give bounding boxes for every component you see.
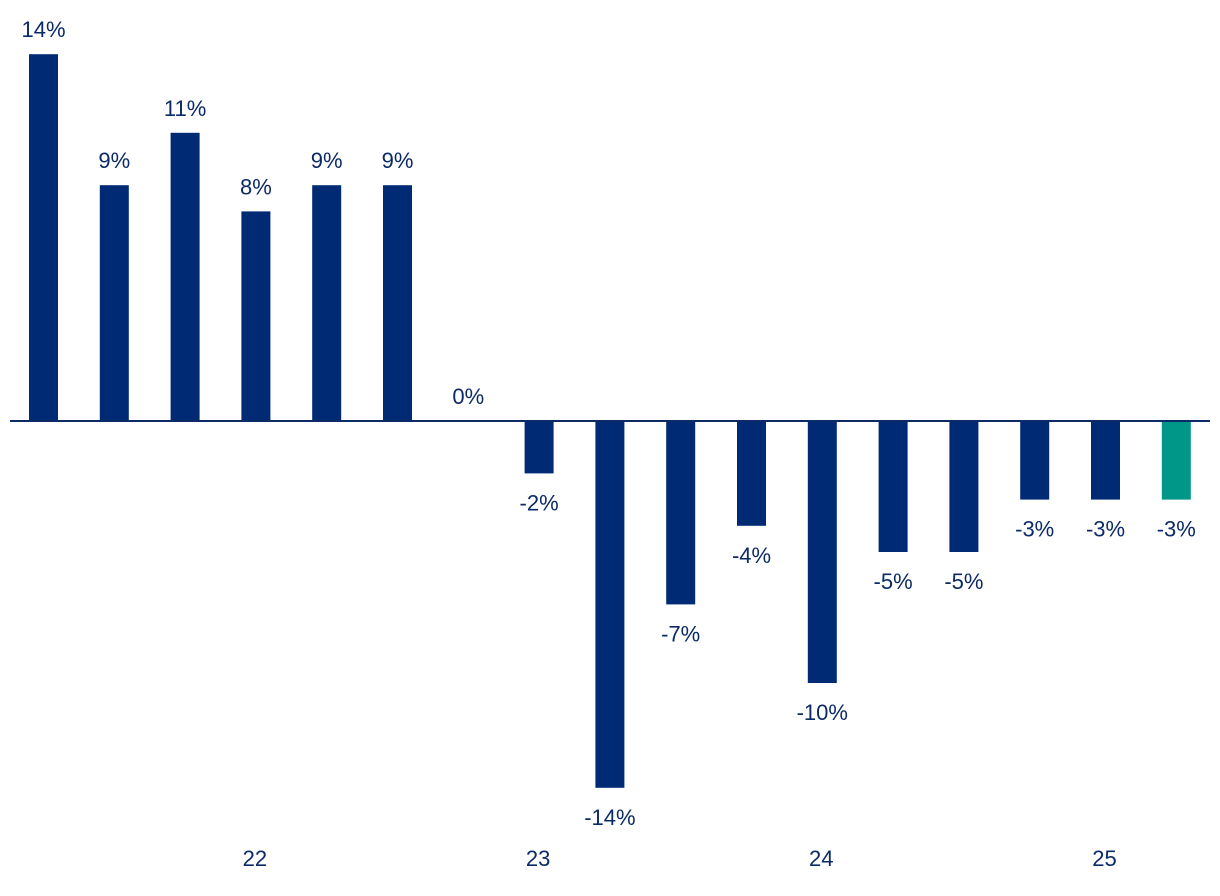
bar-12 xyxy=(878,421,908,552)
bar-9 xyxy=(666,421,696,605)
bar-3 xyxy=(241,211,271,421)
bar-10 xyxy=(737,421,766,526)
value-label-2: 11% xyxy=(164,96,206,121)
bar-2 xyxy=(170,132,200,422)
bar-15 xyxy=(1091,421,1120,500)
value-label-12: -5% xyxy=(874,569,913,594)
bar-5 xyxy=(383,185,412,421)
x-tick-label-25: 25 xyxy=(1092,846,1116,871)
value-label-5: 9% xyxy=(382,148,414,173)
value-label-7: -2% xyxy=(520,490,559,515)
value-label-0: 14% xyxy=(21,17,65,42)
value-label-10: -4% xyxy=(732,543,771,568)
value-label-6: 0% xyxy=(452,384,484,409)
value-label-9: -7% xyxy=(661,621,700,646)
x-tick-label-22: 22 xyxy=(243,846,267,871)
bar-11 xyxy=(807,421,837,683)
value-labels-group: 14% 9% 11% 8% 9% 9% 0% -2% -14% -7% -4% -10% -5% -5% -… xyxy=(21,17,1195,830)
value-label-16: -3% xyxy=(1157,517,1196,542)
value-label-1: 9% xyxy=(98,148,130,173)
x-tick-label-23: 23 xyxy=(526,846,550,871)
x-tick-labels-group: 22 23 24 25 xyxy=(243,846,1117,871)
value-label-8: -14% xyxy=(584,805,635,830)
value-label-14: -3% xyxy=(1015,517,1054,542)
x-tick-label-24: 24 xyxy=(809,846,833,871)
bar-14 xyxy=(1020,421,1050,500)
value-label-13: -5% xyxy=(944,569,983,594)
value-label-3: 8% xyxy=(240,174,272,199)
bar-13 xyxy=(949,421,979,552)
bar-16 xyxy=(1161,421,1191,500)
bar-1 xyxy=(99,185,129,421)
bar-0 xyxy=(29,54,58,421)
bars-group xyxy=(29,54,1191,788)
bar-8 xyxy=(595,421,625,788)
bar-4 xyxy=(312,185,342,421)
value-label-4: 9% xyxy=(311,148,343,173)
value-label-15: -3% xyxy=(1086,517,1125,542)
bar-7 xyxy=(524,421,554,474)
value-label-11: -10% xyxy=(797,700,848,725)
